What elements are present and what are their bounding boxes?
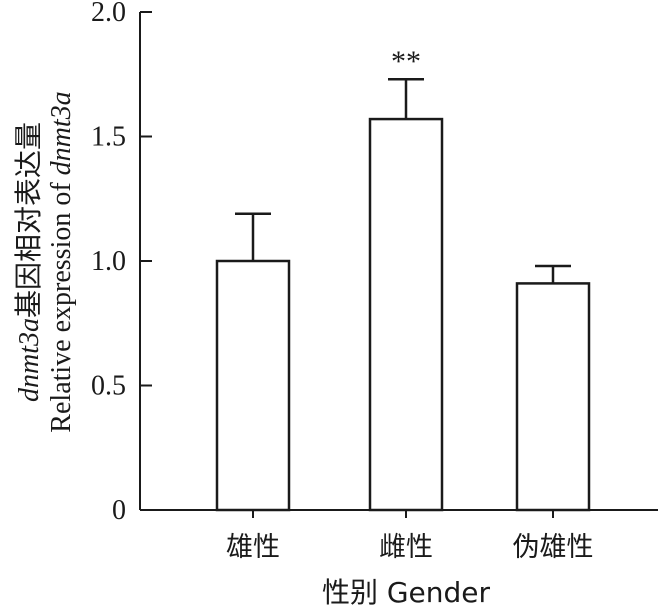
y-tick-label: 2.0	[91, 0, 126, 28]
bar	[515, 282, 591, 512]
y-axis-title-cn: 基因相对表达量	[13, 122, 45, 318]
category-label: 伪雄性	[513, 532, 594, 563]
bar	[368, 117, 444, 512]
category-labels: 雄性 雌性 伪雄性	[226, 510, 594, 563]
y-axis-title-gene-en: dnmt3a	[46, 91, 77, 175]
y-tick-label: 0.5	[91, 371, 126, 402]
y-tick-label: 1.5	[91, 122, 126, 153]
y-axis-title-line2: Relative expression of dnmt3a	[46, 91, 77, 432]
bar	[215, 259, 291, 512]
y-axis-title-en: Relative expression of	[46, 175, 77, 432]
y-axis-title-gene: dnmt3a	[14, 318, 45, 402]
bars: **	[215, 45, 591, 512]
y-tick-label: 0	[112, 495, 126, 526]
y-tick-label: 1.0	[91, 246, 126, 277]
category-label: 雄性	[226, 532, 280, 563]
significance-label: **	[391, 45, 421, 78]
y-axis-title-line1: dnmt3a基因相对表达量	[13, 122, 45, 402]
y-axis-title: dnmt3a基因相对表达量 Relative expression of dnm…	[13, 91, 77, 432]
category-label: 雌性	[379, 532, 433, 563]
x-axis-title: 性别 Gender	[322, 576, 491, 609]
y-ticks: 0 0.5 1.0 1.5 2.0	[91, 0, 152, 526]
